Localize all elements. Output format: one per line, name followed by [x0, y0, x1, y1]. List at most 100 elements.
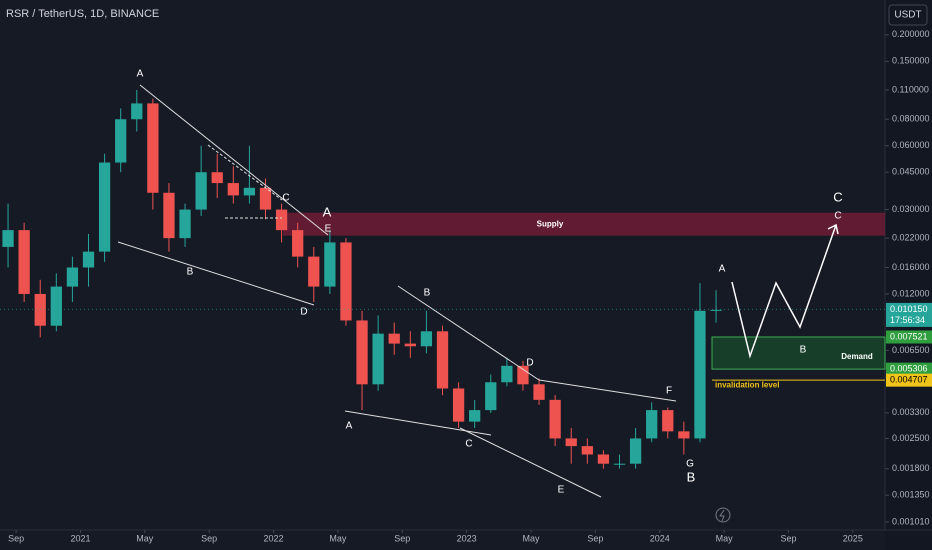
candle-body	[597, 454, 610, 464]
x-tick-label: 2023	[457, 533, 477, 543]
countdown: 17:56:34	[890, 315, 925, 325]
candle-body	[533, 384, 545, 400]
wave-label: E	[325, 224, 332, 235]
wave-label: D	[300, 307, 307, 318]
x-tick-label: Sep	[780, 533, 796, 543]
price-axis-panel	[885, 0, 932, 550]
zone	[283, 212, 885, 236]
y-tick-label: 0.002500	[892, 433, 930, 443]
wave-label: C	[834, 211, 841, 222]
candle-body	[292, 230, 304, 257]
zone	[711, 336, 886, 370]
wave-label: C	[282, 193, 289, 204]
price-label: 0.004707	[890, 375, 928, 385]
candle-body	[211, 172, 223, 184]
candle-body	[517, 365, 529, 385]
candle-body	[324, 242, 336, 287]
icon[interactable]	[715, 507, 731, 523]
candle-body	[98, 162, 111, 252]
y-tick-label: 0.150000	[892, 56, 930, 66]
trend-line	[117, 241, 315, 306]
candle-body	[404, 343, 416, 347]
wave-label: G	[686, 459, 694, 470]
price-label: 0.010150	[890, 304, 928, 314]
candle-body	[549, 399, 561, 439]
x-tick-label: Sep	[394, 533, 410, 543]
y-tick-label: 0.080000	[892, 114, 930, 124]
wave-label: B	[687, 469, 696, 484]
x-tick-label: Sep	[201, 533, 217, 543]
candle-body	[388, 333, 400, 344]
x-tick-label: Sep	[8, 533, 24, 543]
candle-body	[66, 267, 79, 287]
y-tick-label: 0.022000	[892, 233, 930, 243]
y-tick-label: 0.001010	[892, 516, 930, 526]
candle-body	[163, 192, 175, 239]
y-tick-label: 0.001350	[892, 490, 930, 500]
candle-body	[581, 446, 593, 455]
candle-body	[678, 431, 690, 439]
x-tick-label: 2022	[264, 533, 284, 543]
candle-body	[308, 256, 320, 287]
candle-body	[501, 365, 513, 383]
candle-body	[646, 410, 658, 439]
candle-body	[259, 187, 272, 210]
candle-body	[565, 438, 577, 447]
x-tick-label: Sep	[587, 533, 603, 543]
chart-title: RSR / TetherUS, 1D, BINANCE	[6, 8, 159, 20]
wave-label: A	[137, 69, 144, 80]
y-tick-label: 0.006500	[892, 345, 930, 355]
candle-body	[356, 320, 368, 385]
candle-body	[275, 209, 288, 231]
candle-body	[147, 103, 159, 193]
y-tick-label: 0.016000	[892, 262, 930, 272]
x-tick-label: May	[329, 533, 347, 543]
candle-body	[50, 286, 62, 326]
currency-button[interactable]	[888, 4, 928, 26]
projection	[731, 224, 837, 359]
trend-line	[397, 285, 540, 381]
y-tick-label: 0.045000	[892, 167, 930, 177]
x-tick-label: 2021	[70, 533, 90, 543]
candle-body	[179, 209, 191, 239]
price-label-box	[886, 330, 932, 344]
level-label: invalidation level	[715, 380, 779, 389]
wave-label: F	[666, 386, 672, 397]
candle-body	[18, 230, 30, 294]
wave-label: A	[323, 204, 332, 219]
x-tick-label: May	[716, 533, 734, 543]
y-tick-label: 0.030000	[892, 204, 930, 214]
x-tick-label: 2025	[843, 533, 863, 543]
candle-body	[613, 463, 626, 465]
candle-body	[469, 410, 481, 422]
candle-body	[372, 333, 384, 385]
candle-body	[195, 172, 207, 210]
x-tick-label: May	[522, 533, 540, 543]
y-tick-label: 0.060000	[892, 140, 930, 150]
candle-body	[82, 251, 95, 268]
icon	[719, 509, 725, 522]
wave-label: B	[424, 288, 431, 299]
wave-label: B	[187, 267, 194, 278]
y-tick-label: 0.200000	[892, 29, 930, 39]
wave-label: B	[800, 345, 807, 356]
price-label-box	[886, 373, 932, 387]
candle-body	[243, 187, 256, 196]
trend-line	[139, 84, 329, 236]
candle-body	[710, 309, 722, 311]
trend-line	[207, 144, 283, 201]
zone-label: Demand	[841, 352, 873, 361]
wave-label: D	[526, 358, 533, 369]
wave-label: A	[346, 421, 353, 432]
candle-body	[662, 410, 674, 432]
y-tick-label: 0.012000	[892, 288, 930, 298]
projection-arrow	[827, 223, 839, 235]
trend-line	[459, 427, 602, 498]
candle-body	[340, 242, 352, 321]
currency[interactable]: USDT	[894, 10, 921, 21]
candle-body	[227, 183, 239, 196]
wave-label: A	[719, 264, 726, 275]
candle-body	[694, 310, 706, 439]
x-tick-label: May	[136, 533, 154, 543]
